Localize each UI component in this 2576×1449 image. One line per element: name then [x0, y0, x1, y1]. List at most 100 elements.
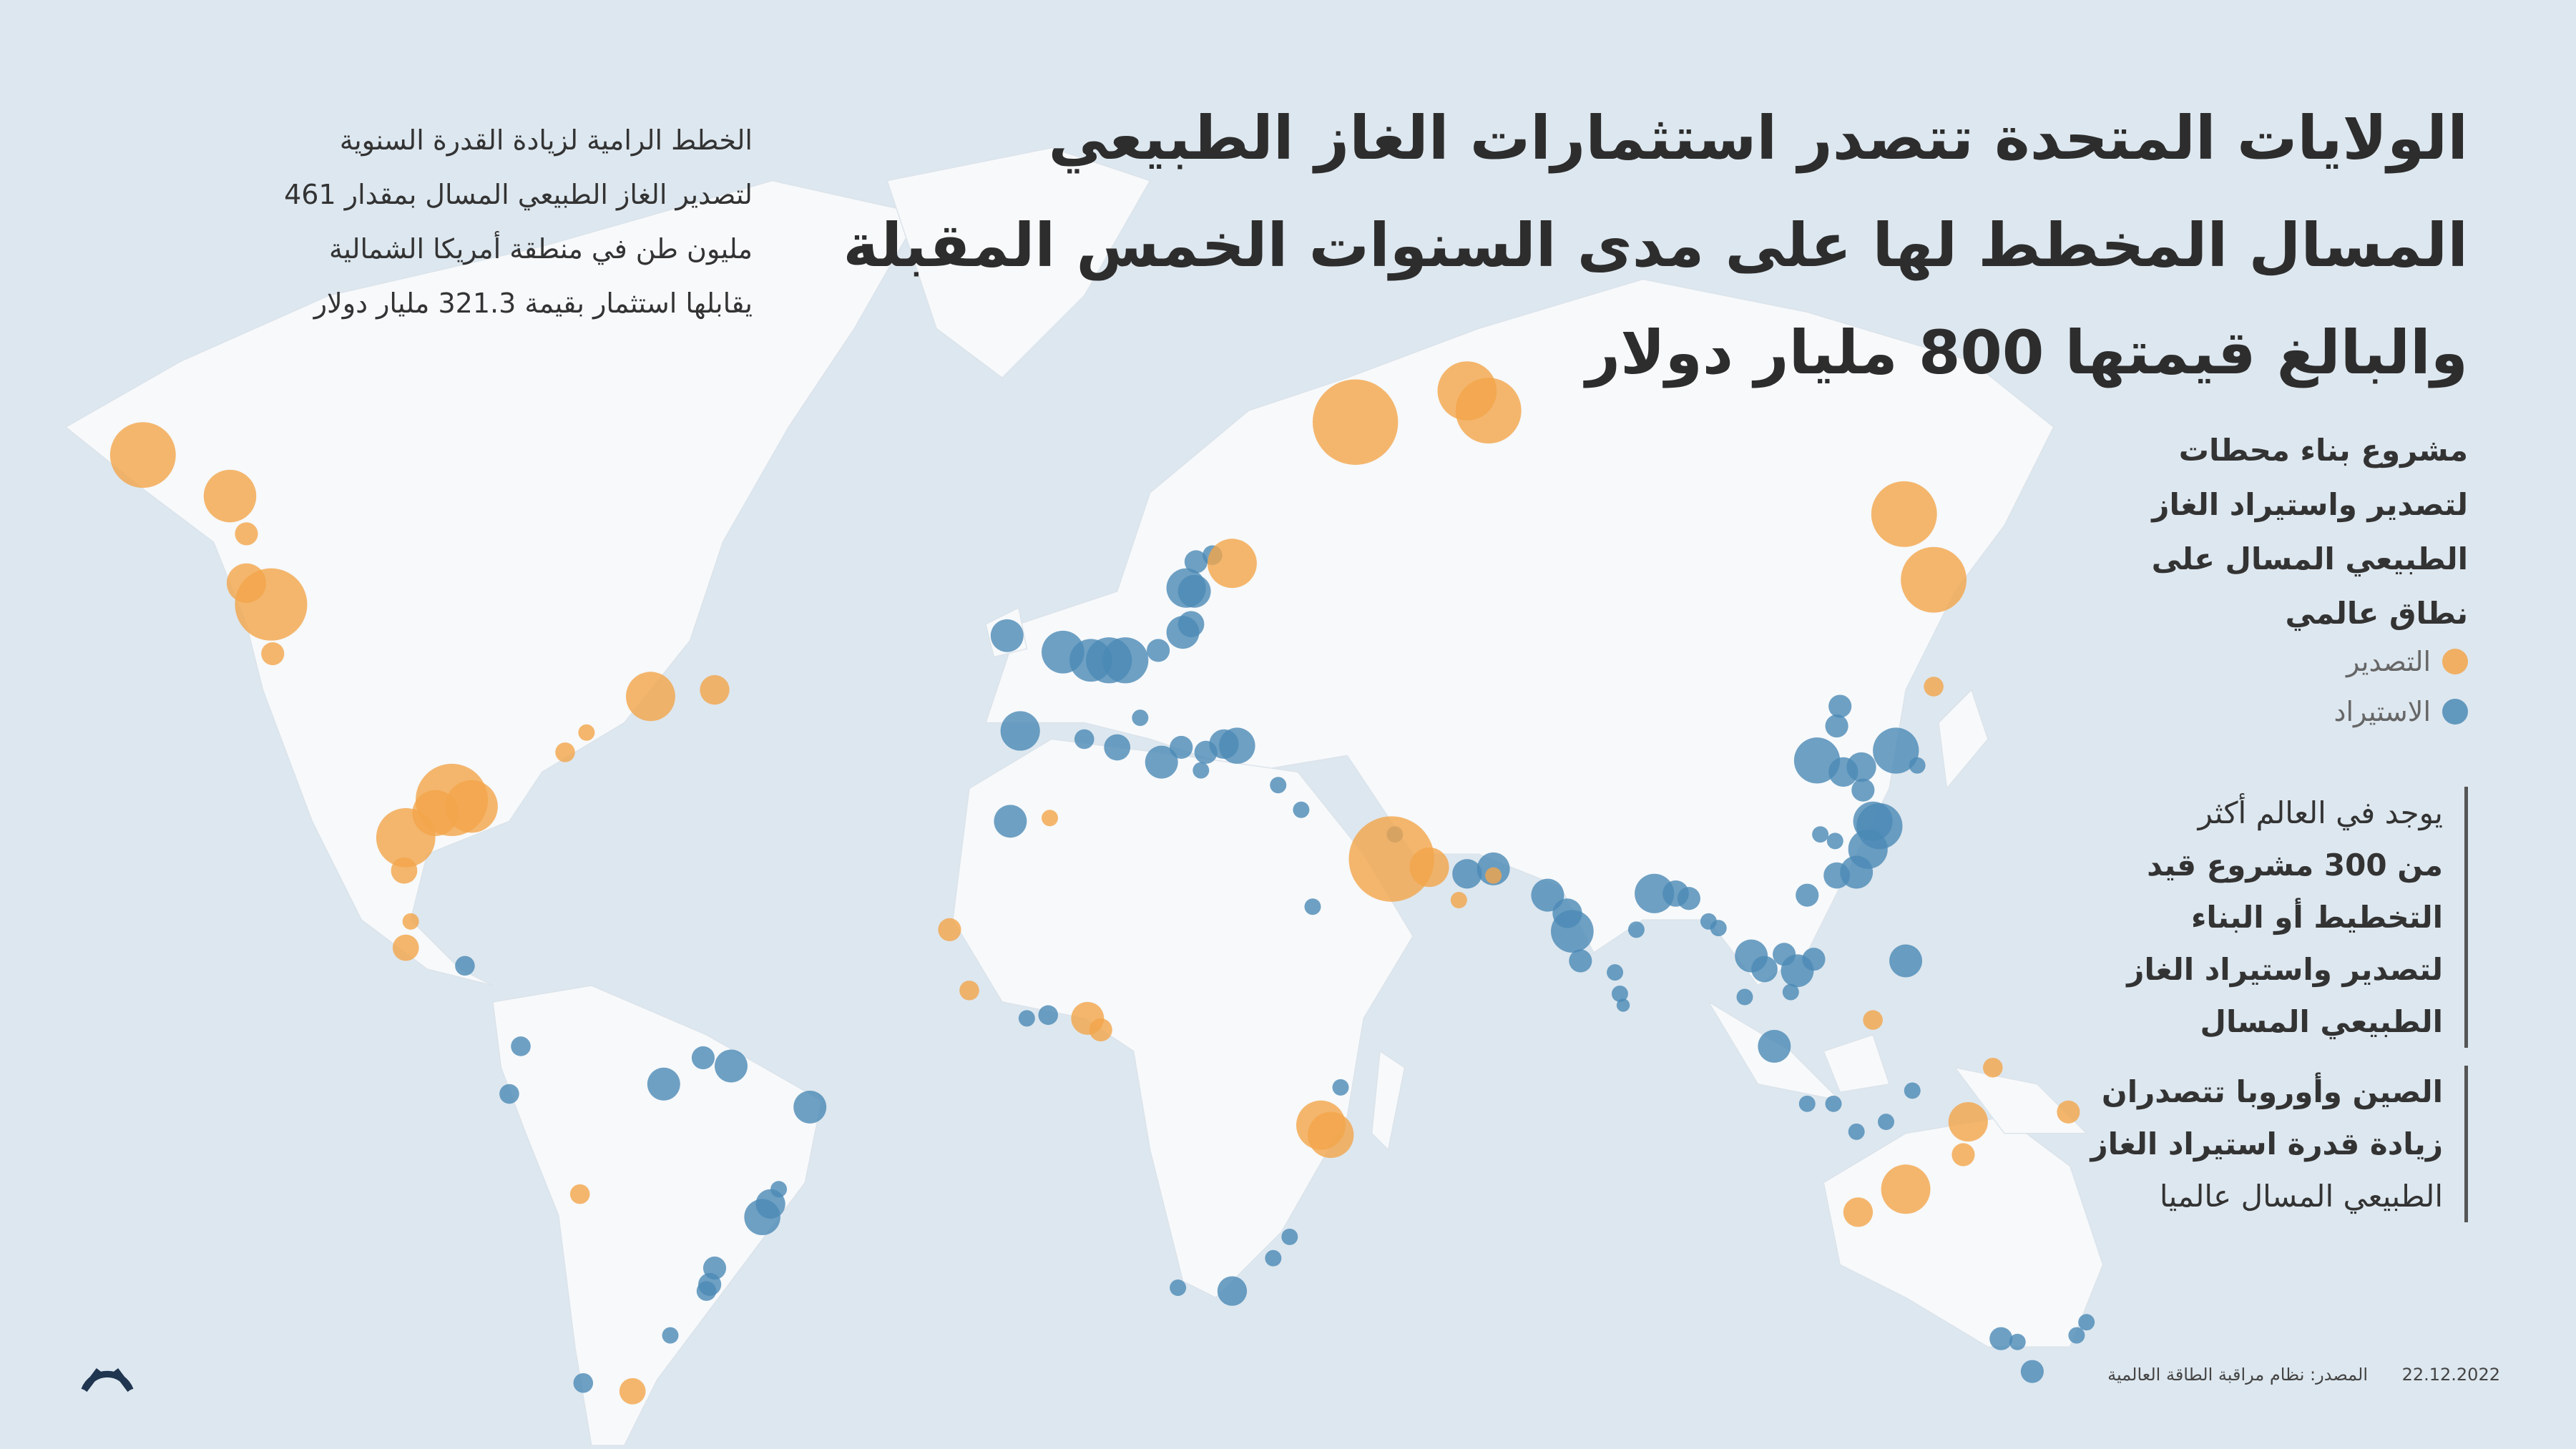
- import-terminal: [499, 1084, 519, 1104]
- note: يوجد في العالم أكثر من 300 مشروع قيد الت…: [2127, 787, 2468, 1048]
- note-line: الطبيعي المسال عالميا: [2159, 1179, 2443, 1214]
- note-line: يوجد في العالم أكثر: [2198, 795, 2443, 830]
- note-line: من 300 مشروع قيد: [2147, 848, 2443, 883]
- export-terminal: [1843, 1197, 1874, 1227]
- import-terminal: [662, 1327, 679, 1344]
- import-terminal: [1166, 568, 1206, 608]
- import-terminal: [1184, 550, 1208, 574]
- import-terminal: [793, 1090, 827, 1124]
- intro-line: لتصدير الغاز الطبيعي المسال بمقدار 461: [284, 179, 753, 210]
- import-terminal: [455, 956, 475, 976]
- export-terminal: [1312, 379, 1399, 465]
- date: 22.12.2022: [2401, 1365, 2500, 1385]
- import-terminal: [2020, 1360, 2044, 1383]
- export-terminal: [938, 918, 961, 941]
- export-terminal: [1982, 1058, 2003, 1078]
- logo: [81, 1368, 134, 1392]
- export-terminal: [261, 642, 285, 666]
- export-terminal: [1455, 378, 1522, 444]
- export-terminal: [2057, 1100, 2080, 1124]
- note: الصين وأوروبا تتصدران زيادة قدرة استيراد…: [2090, 1066, 2468, 1222]
- export-terminal: [1863, 1010, 1883, 1030]
- import-terminal: [1751, 956, 1778, 983]
- import-terminal: [1627, 921, 1645, 938]
- import-terminal: [1170, 735, 1193, 760]
- export-terminal: [555, 742, 575, 762]
- import-terminal: [1635, 873, 1675, 913]
- import-terminal: [1102, 637, 1149, 684]
- import-terminal: [1846, 752, 1876, 782]
- import-terminal: [1989, 1327, 2013, 1350]
- note-line: لتصدير واستيراد الغاز: [2127, 952, 2443, 987]
- import-terminal: [1710, 920, 1727, 937]
- import-terminal: [1607, 964, 1624, 981]
- export-terminal: [1485, 867, 1502, 884]
- import-terminal: [1219, 727, 1255, 764]
- source: المصدر: نظام مراقبة الطاقة العالمية: [2107, 1365, 2368, 1385]
- import-terminal: [573, 1372, 594, 1393]
- import-terminal: [1132, 709, 1149, 727]
- export-terminal: [1208, 539, 1257, 589]
- export-terminal: [402, 913, 419, 930]
- legend-swatch: [2442, 699, 2468, 724]
- import-terminal: [1611, 985, 1628, 1002]
- import-terminal: [1825, 714, 1848, 738]
- export-terminal: [392, 934, 419, 961]
- import-terminal: [1848, 1123, 1865, 1140]
- import-terminal: [1332, 1079, 1349, 1096]
- import-terminal: [1074, 729, 1094, 750]
- legend-swatch: [2442, 649, 2468, 674]
- export-terminal: [109, 422, 176, 488]
- import-terminal: [696, 1281, 717, 1301]
- export-terminal: [619, 1377, 646, 1405]
- import-terminal: [1878, 1114, 1894, 1131]
- import-terminal: [1018, 1010, 1035, 1027]
- import-terminal: [1909, 757, 1926, 774]
- import-terminal: [1192, 762, 1210, 779]
- export-terminal: [1409, 848, 1449, 888]
- export-terminal: [626, 672, 675, 722]
- export-terminal: [391, 857, 418, 884]
- import-terminal: [1452, 859, 1482, 889]
- note-line: زيادة قدرة استيراد الغاز: [2090, 1126, 2443, 1161]
- legend-line: لتصدير واستيراد الغاز: [2152, 487, 2468, 522]
- title-line: الولايات المتحدة تتصدر استثمارات الغاز ا…: [1048, 103, 2469, 173]
- legend-label: التصدير: [2346, 646, 2431, 677]
- import-terminal: [1851, 778, 1875, 802]
- export-terminal: [1901, 546, 1967, 613]
- legend-item: الاستيراد: [2334, 687, 2468, 737]
- import-terminal: [1802, 948, 1826, 971]
- import-terminal: [1145, 745, 1178, 779]
- export-terminal: [569, 1184, 590, 1204]
- legend-item: التصدير: [2334, 637, 2468, 687]
- import-terminal: [1304, 898, 1321, 915]
- title-line: والبالغ قيمتها 800 مليار دولار: [1585, 318, 2468, 388]
- intro: الخطط الرامية لزيادة القدرة السنوية لتصد…: [284, 113, 753, 330]
- export-terminal: [1089, 1018, 1112, 1042]
- export-terminal: [445, 780, 498, 833]
- export-terminal: [700, 674, 730, 705]
- import-terminal: [1736, 988, 1753, 1006]
- import-terminal: [1038, 1005, 1059, 1026]
- import-terminal: [1796, 883, 1819, 907]
- import-terminal: [1904, 1082, 1921, 1099]
- export-terminal: [1450, 892, 1467, 909]
- import-terminal: [1281, 1228, 1298, 1245]
- export-terminal: [1951, 1143, 1975, 1166]
- import-terminal: [994, 805, 1027, 838]
- note-line: الطبيعي المسال: [2200, 1004, 2443, 1039]
- import-terminal: [1616, 998, 1630, 1012]
- import-terminal: [1177, 611, 1205, 638]
- export-terminal: [1042, 810, 1059, 827]
- export-terminal: [1881, 1164, 1931, 1214]
- import-terminal: [744, 1199, 780, 1236]
- import-terminal: [691, 1046, 715, 1070]
- import-terminal: [511, 1036, 531, 1056]
- land: [64, 147, 2104, 1446]
- intro-line: مليون طن في منطقة أمريكا الشمالية: [329, 233, 753, 265]
- intro-line: الخطط الرامية لزيادة القدرة السنوية: [339, 124, 753, 156]
- import-terminal: [1782, 983, 1799, 1001]
- export-terminal: [235, 568, 308, 641]
- facilities: [109, 361, 2095, 1405]
